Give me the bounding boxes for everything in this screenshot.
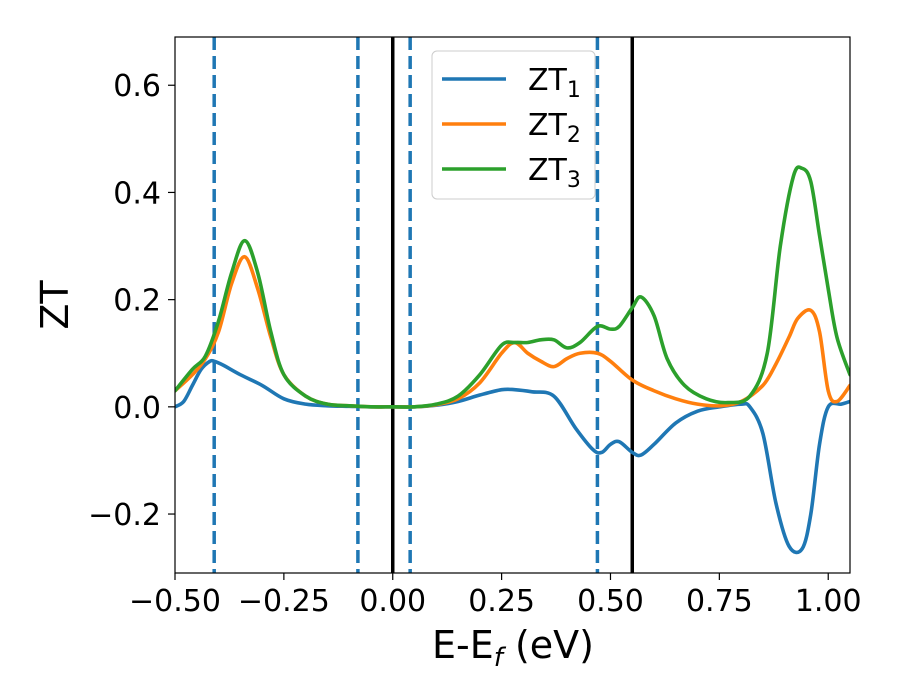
x-axis-ticks: −0.50 −0.25 0.00 0.25 0.50 0.75 1.00 bbox=[129, 573, 862, 619]
x-tick-label: 0.50 bbox=[577, 584, 644, 619]
x-axis-title-main: E-E bbox=[432, 623, 494, 667]
y-tick-label: 0.6 bbox=[113, 69, 161, 104]
x-axis-title: E-Ef (eV) bbox=[432, 623, 594, 673]
x-axis-title-unit: (eV) bbox=[503, 623, 594, 667]
plot-frame bbox=[174, 36, 851, 574]
x-tick-label: 0.00 bbox=[359, 584, 426, 619]
legend-label-1: ZT1 bbox=[528, 63, 581, 103]
legend-label-2: ZT2 bbox=[528, 108, 581, 148]
legend-box bbox=[431, 50, 596, 200]
series-line-3 bbox=[175, 165, 850, 409]
y-tick-label: 0.0 bbox=[113, 391, 161, 426]
series-line-2 bbox=[175, 254, 850, 409]
series-line-1 bbox=[175, 358, 850, 555]
x-tick-label: 0.75 bbox=[686, 584, 753, 619]
x-tick-label: −0.25 bbox=[238, 584, 330, 619]
x-tick-label: 1.00 bbox=[795, 584, 862, 619]
x-tick-label: 0.25 bbox=[468, 584, 535, 619]
y-tick-label: 0.2 bbox=[113, 284, 161, 319]
y-axis-ticks: −0.2 0.0 0.2 0.4 0.6 bbox=[88, 69, 175, 533]
legend: ZT1 ZT2 ZT3 bbox=[431, 50, 596, 200]
legend-label-3: ZT3 bbox=[528, 153, 581, 193]
x-tick-label: −0.50 bbox=[129, 584, 221, 619]
series-lines bbox=[175, 165, 850, 555]
y-axis-title: ZT bbox=[33, 280, 77, 330]
y-tick-label: −0.2 bbox=[88, 498, 161, 533]
y-tick-label: 0.4 bbox=[113, 176, 161, 211]
